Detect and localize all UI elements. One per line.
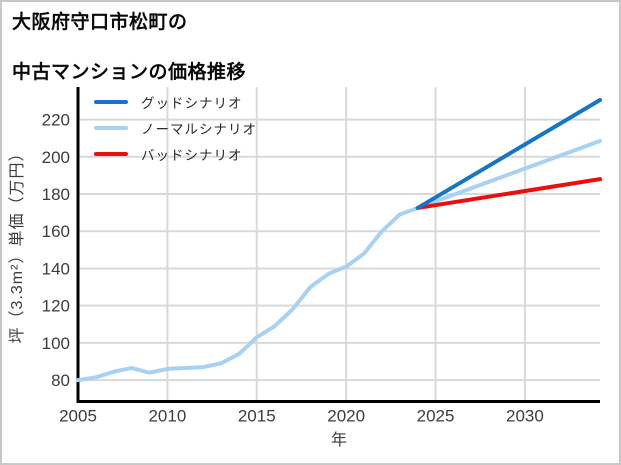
chart-title-line-1: 大阪府守口市松町の <box>12 12 188 33</box>
y-tick-label: 140 <box>42 259 70 278</box>
legend-label-bad-scenario: バッドシナリオ <box>141 147 243 163</box>
normal-scenario-line-swatch <box>94 125 128 130</box>
series-line-1 <box>76 138 602 383</box>
series-line-2 <box>415 177 602 210</box>
bad-scenario-line-swatch <box>94 151 128 156</box>
legend-item-normal-scenario: ノーマルシナリオ <box>94 119 257 137</box>
x-tick-label: 2025 <box>417 407 455 426</box>
x-tick-label: 2015 <box>238 407 276 426</box>
legend-item-good-scenario: グッドシナリオ <box>94 93 257 111</box>
y-tick-label: 100 <box>42 334 70 353</box>
legend-label-good-scenario: グッドシナリオ <box>141 95 243 111</box>
x-tick-label: 2010 <box>148 407 186 426</box>
chart-title: 大阪府守口市松町の 中古マンションの価格推移 <box>12 10 246 85</box>
x-tick-label: 2005 <box>59 407 97 426</box>
chart-title-line-2: 中古マンションの価格推移 <box>12 62 247 84</box>
chart-legend: グッドシナリオ ノーマルシナリオ バッドシナリオ <box>94 93 257 163</box>
y-axis-label: 坪（3.3m²）単価（万円） <box>9 144 26 344</box>
y-tick-label: 180 <box>42 185 70 204</box>
y-tick-label: 160 <box>42 222 70 241</box>
good-scenario-line-swatch <box>94 99 128 104</box>
legend-item-bad-scenario: バッドシナリオ <box>94 145 257 163</box>
series-line-0 <box>415 98 602 210</box>
y-tick-label: 80 <box>51 371 70 390</box>
x-tick-label: 2030 <box>506 407 544 426</box>
x-axis-label: 年 <box>330 432 348 449</box>
y-tick-label: 220 <box>42 111 70 130</box>
y-tick-label: 120 <box>42 297 70 316</box>
x-tick-label: 2020 <box>327 407 365 426</box>
y-tick-label: 200 <box>42 148 70 167</box>
legend-label-normal-scenario: ノーマルシナリオ <box>141 121 257 137</box>
